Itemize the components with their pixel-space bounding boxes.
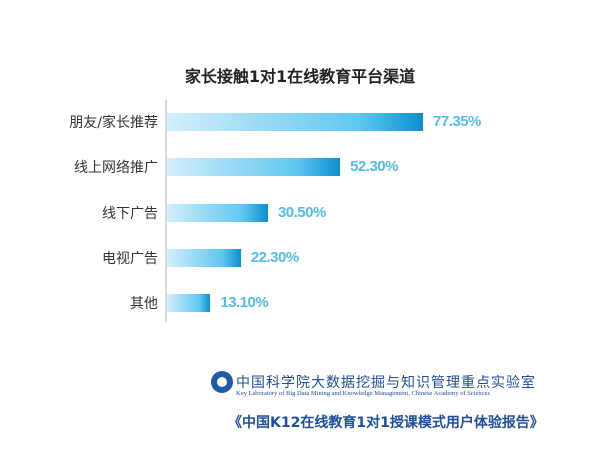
data-label: 52.30% xyxy=(350,158,398,175)
data-label: 30.50% xyxy=(277,204,326,221)
data-label: 22.30% xyxy=(250,249,299,266)
bar xyxy=(167,158,341,176)
y-axis-line xyxy=(165,100,167,322)
category-label: 其他 xyxy=(130,296,158,312)
data-label: 77.35% xyxy=(433,113,481,130)
chart-title: 家长接触1对1在线教育平台渠道 xyxy=(184,67,416,86)
cas-logo-icon xyxy=(211,371,233,393)
report-title: 《中国K12在线教育1对1授课模式用户体验报告》 xyxy=(228,415,544,431)
data-label: 13.10% xyxy=(220,294,269,311)
bar xyxy=(167,204,268,222)
lab-name-cn: 中国科学院大数据挖掘与知识管理重点实验室 xyxy=(236,375,536,391)
bar xyxy=(167,294,211,312)
bar xyxy=(167,113,424,131)
category-label: 朋友/家长推荐 xyxy=(69,115,158,131)
category-label: 电视广告 xyxy=(102,251,158,267)
category-label: 线上网络推广 xyxy=(74,160,158,176)
lab-name-en: Key Laboratory of Big Data Mining and Kn… xyxy=(236,390,490,397)
bar xyxy=(167,249,241,267)
category-label: 线下广告 xyxy=(102,206,158,222)
